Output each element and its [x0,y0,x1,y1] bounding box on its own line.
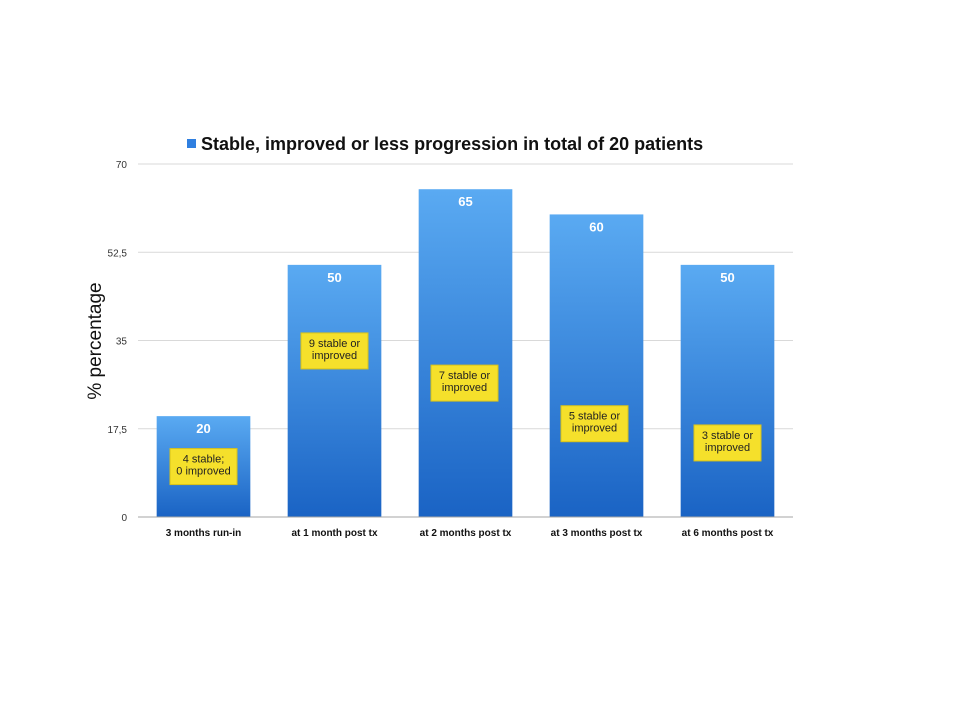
bar [418,189,513,517]
note-text: 0 improved [176,466,230,478]
note-text: improved [442,382,487,394]
legend: Stable, improved or less progression in … [187,134,703,154]
note-text: 5 stable or [569,411,621,423]
note-box [300,332,369,370]
bar [680,264,775,517]
x-tick-label: at 6 months post tx [682,528,774,539]
data-label: 65 [458,194,472,209]
note-text: 3 stable or [702,430,754,442]
note-text: 7 stable or [439,370,491,382]
bar [549,214,644,517]
note-box [560,405,629,443]
y-axis-title: % percentage [85,282,106,399]
x-axis-ticks: 3 months run-in at 1 month post tx at 2 mo… [166,528,774,539]
y-axis-ticks: 0 17,5 35 52,5 70 [108,160,128,524]
note-text: improved [705,442,750,454]
data-labels: 20 50 65 60 50 [196,194,734,436]
bars [156,189,775,517]
note-text: improved [572,423,617,435]
data-label: 50 [327,270,341,285]
note-text: 4 stable; [183,454,225,466]
note-box [169,448,238,486]
data-label: 60 [589,219,603,234]
legend-swatch [187,139,196,148]
x-tick-label: at 2 months post tx [420,528,512,539]
legend-label: Stable, improved or less progression in … [201,134,703,154]
x-tick-label: at 3 months post tx [551,528,643,539]
y-tick-label: 0 [121,513,127,524]
note-text: 9 stable or [309,338,361,350]
x-tick-label: 3 months run-in [166,528,242,539]
note-text: improved [312,350,357,362]
y-tick-label: 35 [116,337,128,348]
note-box [693,424,762,462]
data-label: 50 [720,270,734,285]
y-tick-label: 17,5 [108,425,128,436]
bar [287,264,382,517]
y-tick-label: 52,5 [108,248,128,259]
x-tick-label: at 1 month post tx [291,528,378,539]
annotation-note: 4 stable;0 improved [169,448,238,486]
y-tick-label: 70 [116,160,128,171]
data-label: 20 [196,421,210,436]
note-box [430,364,499,402]
